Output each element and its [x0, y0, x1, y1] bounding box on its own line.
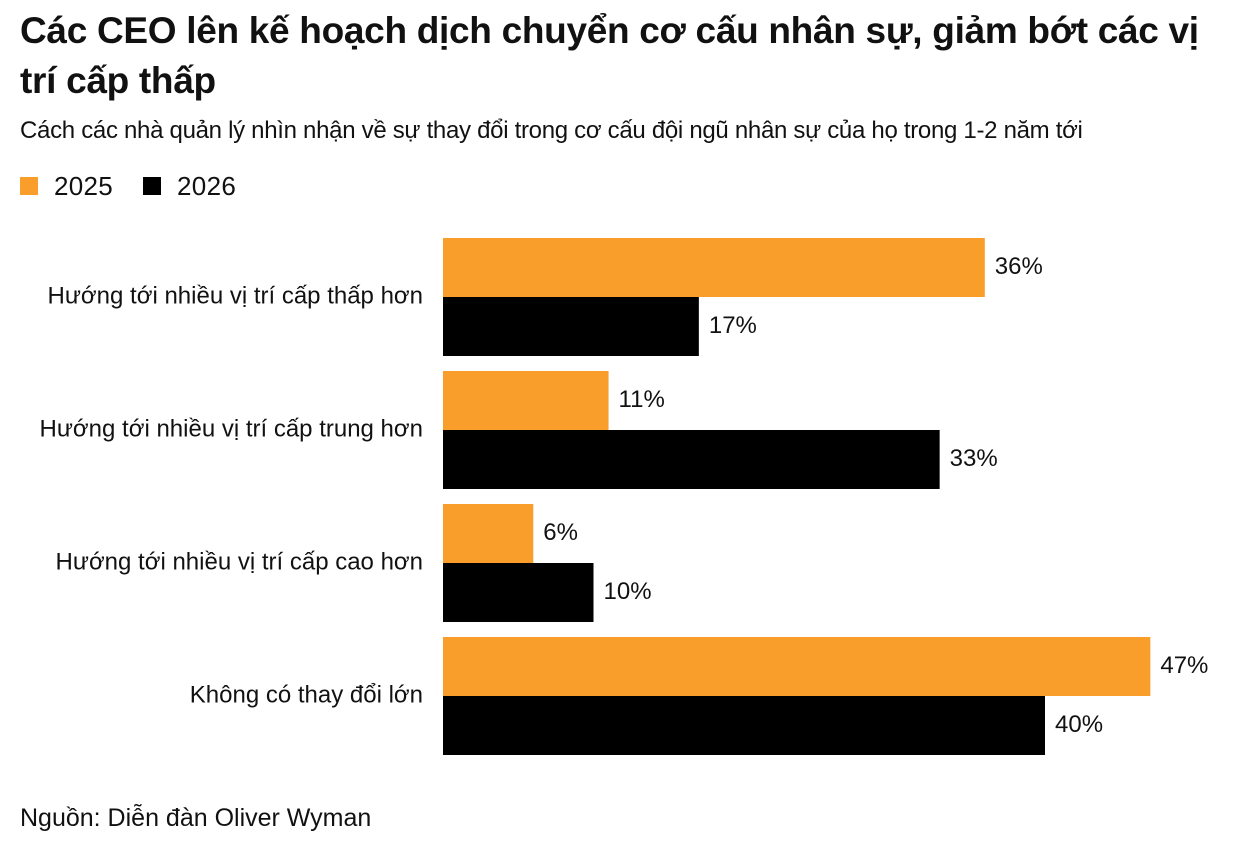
- value-label-2026-huong-toi-nhieu-vi-tri-cap-cao-hon: 10%: [604, 578, 652, 605]
- value-label-2025-huong-toi-nhieu-vi-tri-cap-trung-hon: 11%: [619, 386, 665, 413]
- bar-2026-huong-toi-nhieu-vi-tri-cap-trung-hon: [443, 430, 940, 489]
- value-label-2025-khong-co-thay-doi-lon: 47%: [1160, 652, 1208, 679]
- chart-subtitle: Cách các nhà quản lý nhìn nhận về sự tha…: [20, 117, 1083, 144]
- value-label-2025-huong-toi-nhieu-vi-tri-cap-thap-hon: 36%: [995, 253, 1043, 280]
- legend-label-2026: 2026: [177, 170, 237, 201]
- value-label-2026-huong-toi-nhieu-vi-tri-cap-thap-hon: 17%: [709, 312, 757, 339]
- bar-chart: Hướng tới nhiều vị trí cấp thấp hơn 36% 17…: [40, 238, 1208, 755]
- legend-item-2025: 2025: [20, 171, 113, 202]
- value-label-2026-khong-co-thay-doi-lon: 40%: [1055, 711, 1103, 738]
- legend-swatch-2026: [143, 177, 162, 195]
- bar-2026-huong-toi-nhieu-vi-tri-cap-cao-hon: [443, 563, 594, 622]
- bar-2026-huong-toi-nhieu-vi-tri-cap-thap-hon: [443, 297, 699, 356]
- category-label-khong-co-thay-doi-lon: Không có thay đổi lớn: [190, 681, 423, 708]
- bar-2025-huong-toi-nhieu-vi-tri-cap-thap-hon: [443, 238, 985, 297]
- bar-2025-huong-toi-nhieu-vi-tri-cap-trung-hon: [443, 371, 609, 430]
- category-label-huong-toi-nhieu-vi-tri-cap-cao-hon: Hướng tới nhiều vị trí cấp cao hơn: [56, 548, 423, 575]
- category-label-huong-toi-nhieu-vi-tri-cap-trung-hon: Hướng tới nhiều vị trí cấp trung hơn: [40, 415, 423, 442]
- chart-legend: 2025 2026: [20, 168, 266, 204]
- value-label-2026-huong-toi-nhieu-vi-tri-cap-trung-hon: 33%: [950, 445, 998, 472]
- bar-2025-huong-toi-nhieu-vi-tri-cap-cao-hon: [443, 504, 534, 563]
- chart-title: Các CEO lên kế hoạch dịch chuyển cơ cấu …: [20, 10, 1199, 101]
- legend-swatch-2025: [20, 177, 38, 195]
- bar-2025-khong-co-thay-doi-lon: [443, 637, 1151, 696]
- legend-label-2025: 2025: [54, 170, 114, 201]
- value-label-2025-huong-toi-nhieu-vi-tri-cap-cao-hon: 6%: [543, 519, 578, 546]
- bar-2026-khong-co-thay-doi-lon: [443, 696, 1045, 755]
- category-label-huong-toi-nhieu-vi-tri-cap-thap-hon: Hướng tới nhiều vị trí cấp thấp hơn: [48, 282, 423, 309]
- legend-item-2026: 2026: [143, 171, 236, 202]
- source-note: Nguồn: Diễn đàn Oliver Wyman: [20, 804, 372, 832]
